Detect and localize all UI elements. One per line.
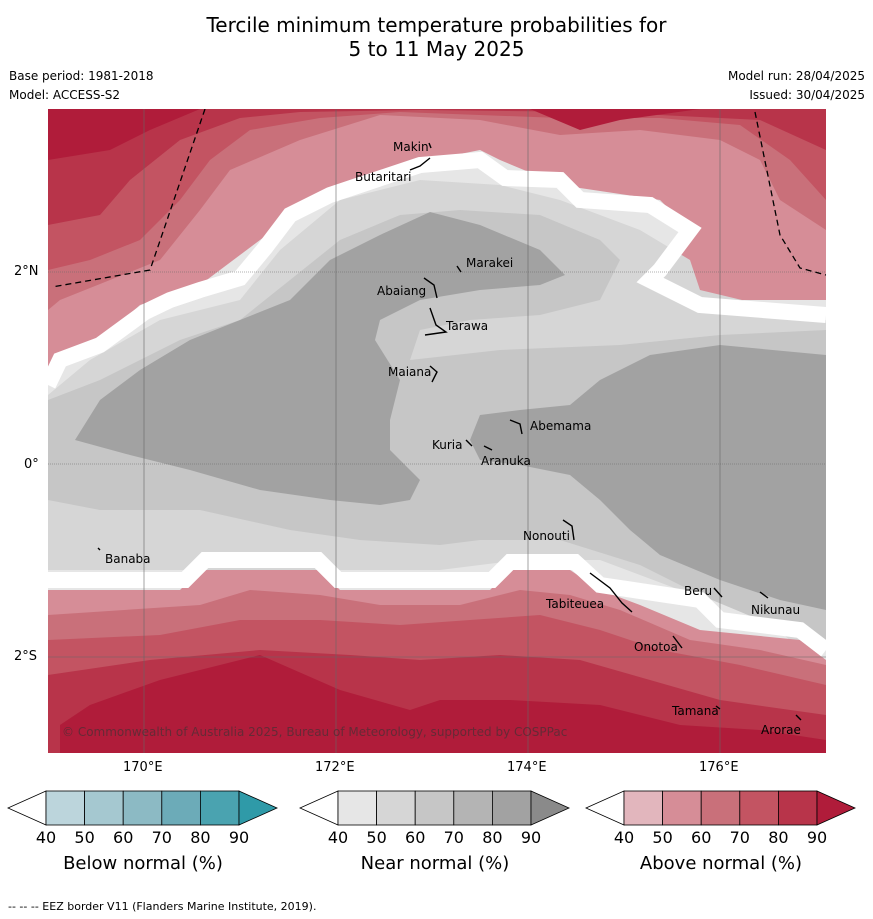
colorbar-tick-label: 50 xyxy=(366,828,386,847)
label-marakei: Marakei xyxy=(466,256,513,270)
eez-border xyxy=(51,109,826,288)
lat-label-2s: 2°S xyxy=(14,649,38,664)
label-tabiteuea: Tabiteuea xyxy=(545,597,604,611)
model-run: Model run: 28/04/2025 xyxy=(727,69,865,83)
colorbar-tick-label: 40 xyxy=(328,828,348,847)
colorbar-segment xyxy=(453,790,493,826)
colorbar-tick-label: 70 xyxy=(152,828,172,847)
island-outlines xyxy=(97,142,802,721)
label-kuria: Kuria xyxy=(432,438,463,452)
near-normal-60-region xyxy=(48,210,826,640)
transition-band-north xyxy=(48,151,826,389)
colorbar-tick-label: 50 xyxy=(652,828,672,847)
colorbar-tick-label: 80 xyxy=(190,828,210,847)
colorbar-tick-label: 50 xyxy=(74,828,94,847)
lon-label-176e: 176°E xyxy=(699,760,739,775)
colorbar-tick-label: 40 xyxy=(614,828,634,847)
colorbar-min-arrow xyxy=(299,790,339,826)
label-maiana: Maiana xyxy=(388,365,431,379)
label-tarawa: Tarawa xyxy=(445,319,488,333)
colorbar-segment xyxy=(662,790,702,826)
colorbar-tick-label: 80 xyxy=(482,828,502,847)
colorbar-segment xyxy=(337,790,377,826)
lon-label-174e: 174°E xyxy=(507,760,547,775)
colorbar-segment xyxy=(700,790,741,826)
colorbar-tick-label: 90 xyxy=(229,828,249,847)
island-labels: Makin Butaritari Marakei Abaiang Tarawa … xyxy=(105,140,801,737)
title-line-1: Tercile minimum temperature probabilitie… xyxy=(206,13,667,37)
label-butaritari: Butaritari xyxy=(355,170,412,184)
label-nonouti: Nonouti xyxy=(523,529,570,543)
colorbar-near-normal: 40 50 60 70 80 90 xyxy=(299,790,570,847)
near-normal-70-east xyxy=(470,345,826,610)
map-area: Makin Butaritari Marakei Abaiang Tarawa … xyxy=(48,109,826,753)
title-line-2: 5 to 11 May 2025 xyxy=(348,37,525,61)
colorbar-tick-label: 60 xyxy=(405,828,425,847)
colorbar-tick-label: 60 xyxy=(691,828,711,847)
colorbar-tick-label: 40 xyxy=(36,828,56,847)
model-name: Model: ACCESS-S2 xyxy=(9,88,121,102)
issued-date: Issued: 30/04/2025 xyxy=(749,88,865,102)
grid-lines xyxy=(48,109,826,753)
above-normal-north-60 xyxy=(48,109,826,310)
colorbar-title-near: Near normal (%) xyxy=(360,853,510,874)
above-normal-south-90 xyxy=(60,655,826,753)
label-arorae: Arorae xyxy=(761,723,801,737)
label-banaba: Banaba xyxy=(105,552,151,566)
near-normal-70-region xyxy=(75,212,565,505)
above-normal-north-90 xyxy=(48,109,700,160)
colorbar-max-arrow xyxy=(238,790,278,826)
colorbar-tick-label: 80 xyxy=(768,828,788,847)
above-normal-north-50 xyxy=(48,109,826,370)
colorbar-min-arrow xyxy=(7,790,47,826)
label-nikunau: Nikunau xyxy=(751,603,800,617)
colorbar-segment xyxy=(739,790,779,826)
colorbar-segment xyxy=(161,790,201,826)
label-abemama: Abemama xyxy=(530,419,591,433)
colorbar-tick-label: 90 xyxy=(521,828,541,847)
colorbar-segment xyxy=(376,790,416,826)
base-period: Base period: 1981-2018 xyxy=(9,69,154,83)
colorbar-tick-label: 70 xyxy=(444,828,464,847)
colorbar-title-below: Below normal (%) xyxy=(63,853,223,874)
label-beru: Beru xyxy=(684,584,712,598)
colorbar-segment xyxy=(623,790,663,826)
lon-label-170e: 170°E xyxy=(123,760,163,775)
colorbar-min-arrow xyxy=(585,790,625,826)
colorbar-segment xyxy=(122,790,163,826)
colorbar-segment xyxy=(778,790,818,826)
label-tamana: Tamana xyxy=(671,704,719,718)
label-abaiang: Abaiang xyxy=(377,284,426,298)
label-aranuka: Aranuka xyxy=(481,454,531,468)
colorbar-tick-label: 70 xyxy=(730,828,750,847)
colorbar-max-arrow xyxy=(530,790,570,826)
colorbar-segment xyxy=(45,790,85,826)
colorbar-segment xyxy=(414,790,455,826)
lat-label-2n: 2°N xyxy=(14,264,39,279)
eez-footer-note: -- -- -- EEZ border V11 (Flanders Marine… xyxy=(8,900,317,913)
lon-label-172e: 172°E xyxy=(315,760,355,775)
colorbar-tick-label: 60 xyxy=(113,828,133,847)
copyright-notice: © Commonwealth of Australia 2025, Bureau… xyxy=(62,725,567,739)
colorbar-above-normal: 40 50 60 70 80 90 xyxy=(585,790,856,847)
label-onotoa: Onotoa xyxy=(634,640,678,654)
label-makin: Makin xyxy=(393,140,429,154)
colorbar-segment xyxy=(84,790,124,826)
colorbar-title-above: Above normal (%) xyxy=(639,853,803,874)
colorbar-tick-label: 90 xyxy=(807,828,827,847)
colorbar-below-normal: 40 50 60 70 80 90 xyxy=(7,790,278,847)
colorbar-segment xyxy=(199,790,240,826)
lat-label-0: 0° xyxy=(24,457,39,472)
colorbar-max-arrow xyxy=(816,790,856,826)
colorbar-segment xyxy=(491,790,532,826)
